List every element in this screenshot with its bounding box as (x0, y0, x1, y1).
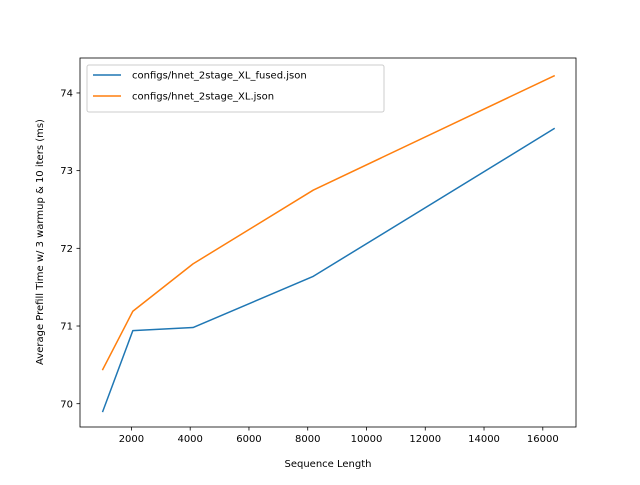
x-tick-label: 14000 (468, 434, 500, 445)
y-tick-label: 71 (60, 322, 73, 333)
x-axis-ticks: 2000 4000 6000 8000 10000 12000 14000 16000 (119, 427, 559, 445)
legend: configs/hnet_2stage_XL_fused.jsonconfigs… (86, 64, 385, 113)
x-tick-label: 10000 (351, 434, 383, 445)
y-tick-label: 72 (60, 244, 73, 255)
x-tick-label: 16000 (527, 434, 559, 445)
legend-label-0: configs/hnet_2stage_XL_fused.json (132, 71, 307, 82)
series-layer (101, 74, 556, 413)
plot-frame (79, 57, 577, 428)
legend-box (86, 64, 385, 113)
x-tick-label: 2000 (119, 434, 144, 445)
y-axis-ticks: 70 71 72 73 74 (60, 89, 80, 410)
x-tick-label: 8000 (295, 434, 320, 445)
y-tick-label: 73 (60, 166, 73, 177)
x-axis-label: Sequence Length (285, 459, 372, 470)
y-tick-label: 74 (60, 89, 73, 100)
legend-label-1: configs/hnet_2stage_XL.json (132, 92, 274, 103)
series-line-1 (101, 74, 556, 371)
x-tick-label: 6000 (236, 434, 261, 445)
x-tick-label: 12000 (409, 434, 441, 445)
series-line-0 (101, 127, 556, 413)
x-tick-label: 4000 (177, 434, 202, 445)
y-axis-label: Average Prefill Time w/ 3 warmup & 10 it… (35, 119, 46, 365)
y-tick-label: 70 (60, 399, 73, 410)
